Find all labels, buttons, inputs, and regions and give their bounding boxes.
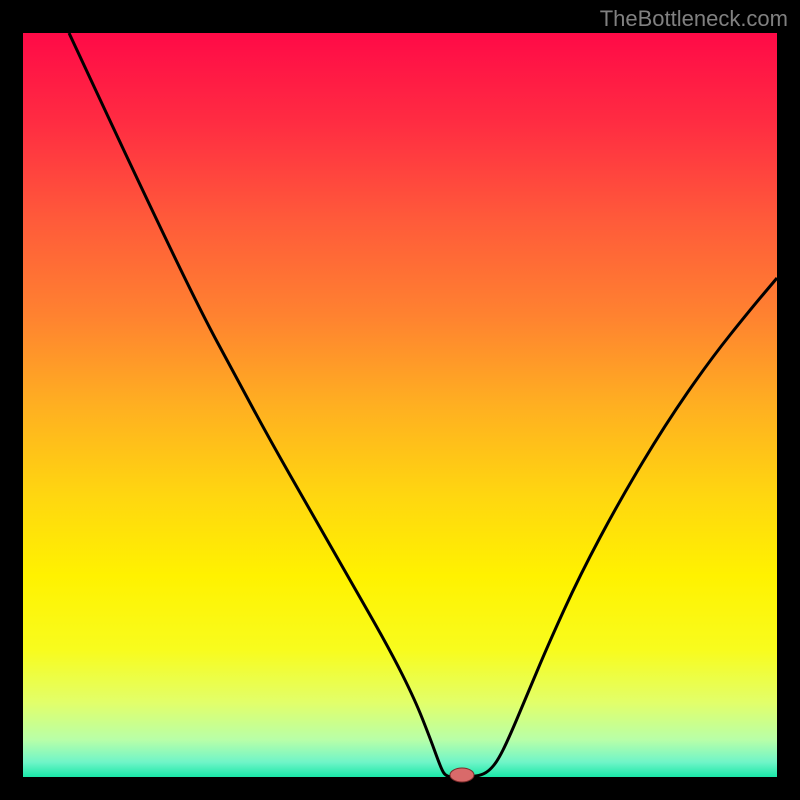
bottleneck-marker [450,768,474,782]
plot-background [23,33,777,777]
bottleneck-chart [0,0,800,800]
watermark-text: TheBottleneck.com [600,6,788,32]
chart-container: TheBottleneck.com [0,0,800,800]
